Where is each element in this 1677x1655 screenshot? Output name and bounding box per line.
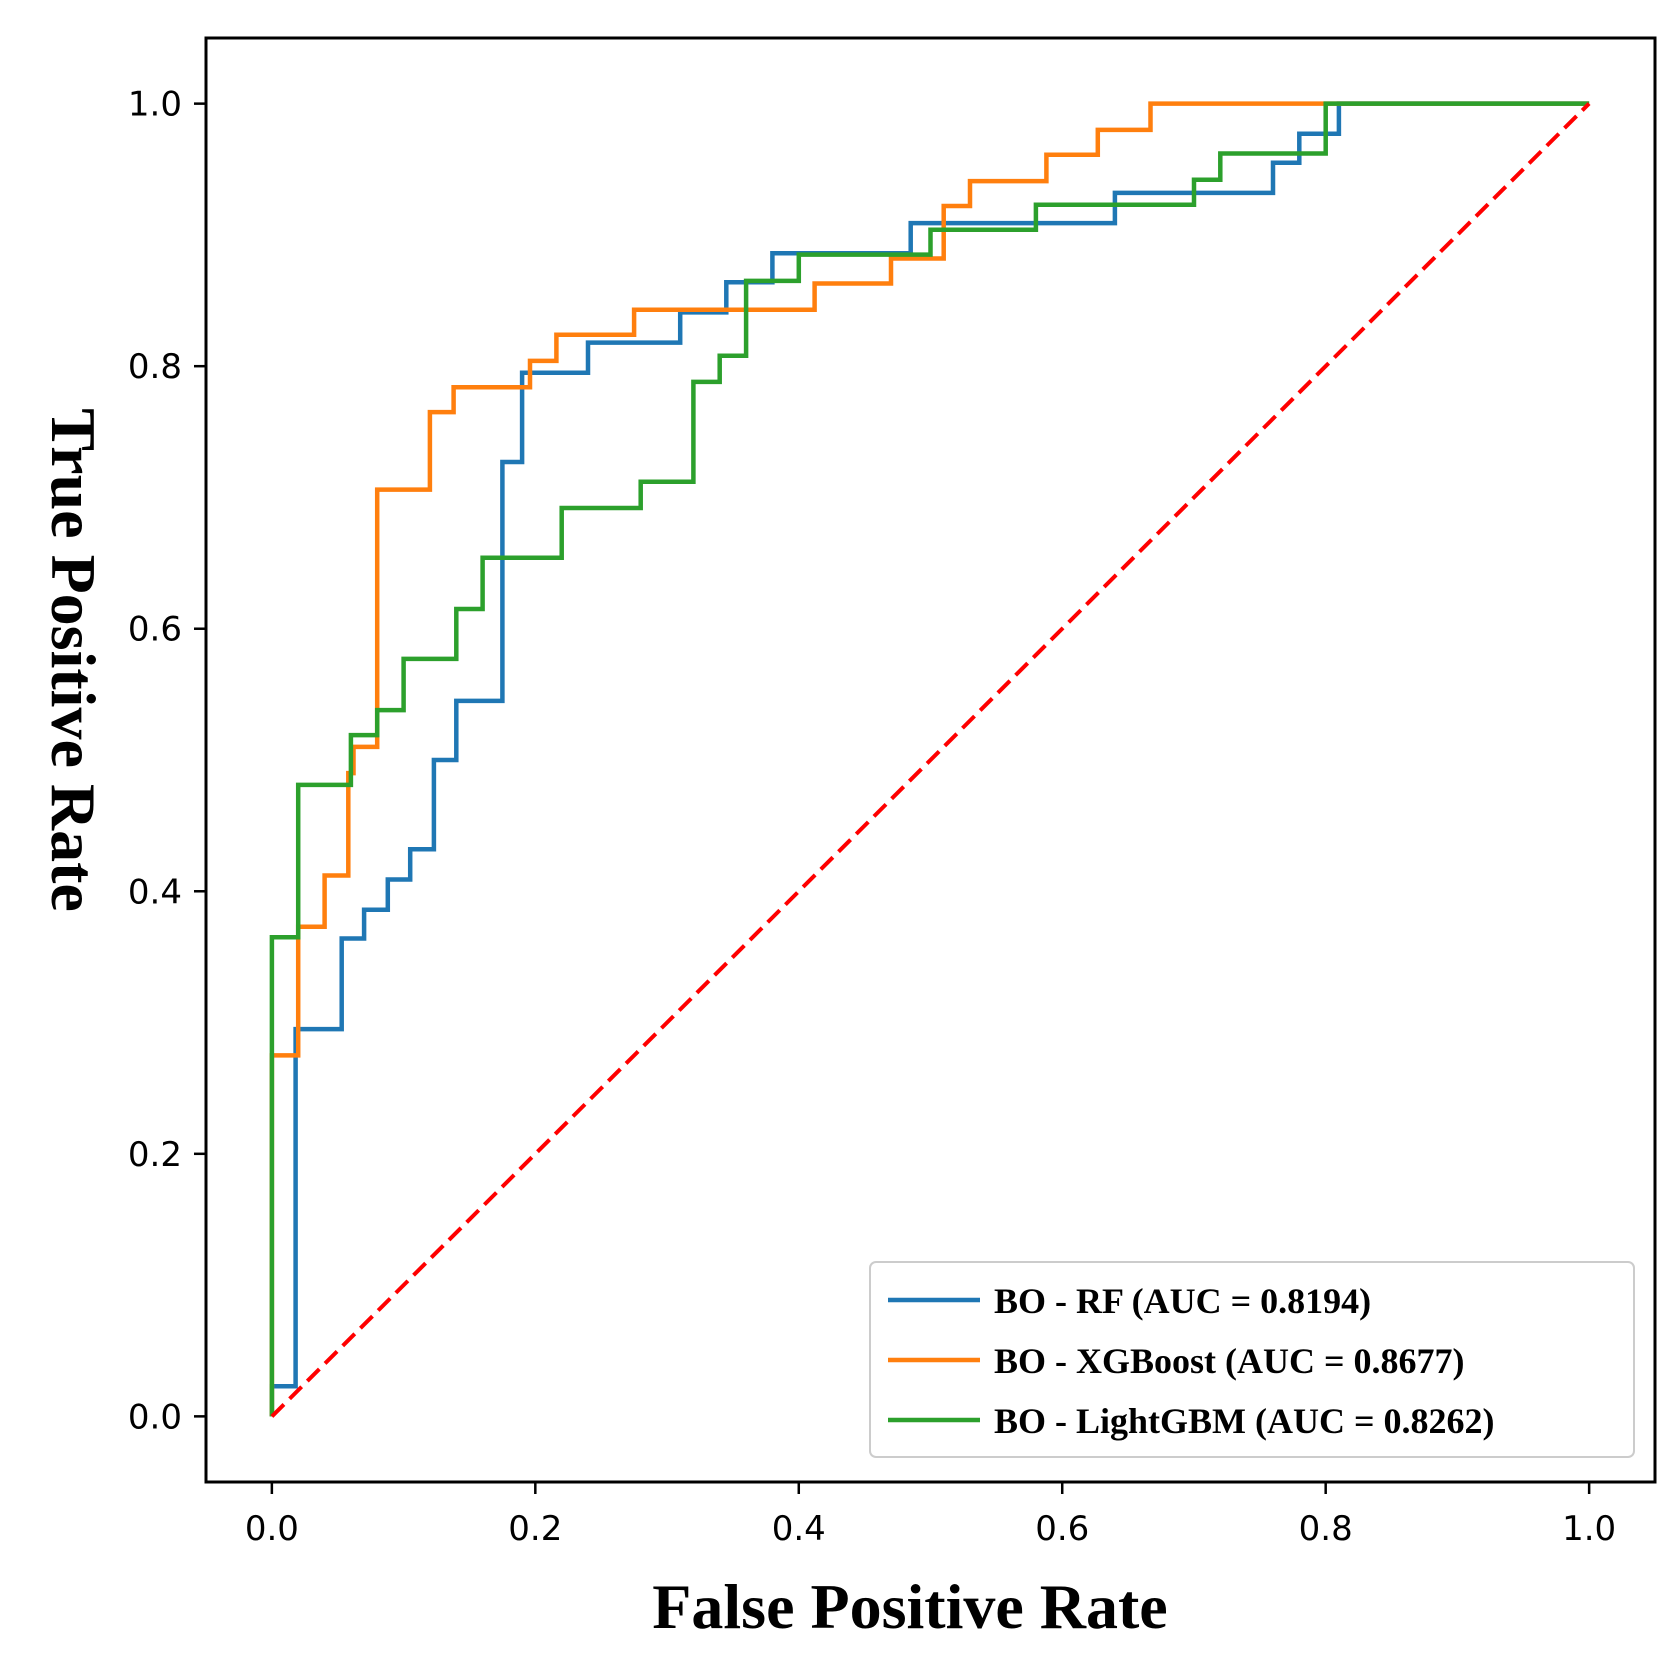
plot-frame xyxy=(204,36,1657,1484)
series-layer xyxy=(269,101,1591,1418)
x-axis-title: False Positive Rate xyxy=(652,1571,1167,1642)
series-line-0 xyxy=(269,101,1590,1417)
y-tick-label: 1.0 xyxy=(128,85,182,125)
legend-frame xyxy=(869,1261,1635,1458)
legend-label: BO - XGBoost (AUC = 0.8677) xyxy=(994,1341,1465,1381)
reference-diagonal-line xyxy=(270,102,1591,1418)
y-tick-label: 0.4 xyxy=(128,872,182,912)
x-tick-label: 0.2 xyxy=(508,1509,562,1549)
y-tick-label: 0.6 xyxy=(128,610,182,650)
x-tick-label: 0.6 xyxy=(1035,1509,1089,1549)
x-tick-label: 0.4 xyxy=(772,1509,826,1549)
legend-label: BO - LightGBM (AUC = 0.8262) xyxy=(994,1401,1495,1441)
series-line-1 xyxy=(269,101,1590,1417)
y-tick-label: 0.8 xyxy=(128,347,182,387)
legend: BO - RF (AUC = 0.8194) BO - XGBoost (AUC … xyxy=(869,1261,1635,1458)
y-tick-label: 0.0 xyxy=(128,1397,182,1437)
x-tick-label: 0.8 xyxy=(1299,1509,1353,1549)
x-tick-label: 0.0 xyxy=(245,1509,299,1549)
series-line-2 xyxy=(269,101,1590,1417)
x-tick-label: 1.0 xyxy=(1562,1509,1616,1549)
legend-label: BO - RF (AUC = 0.8194) xyxy=(994,1281,1371,1321)
y-tick-label: 0.2 xyxy=(128,1135,182,1175)
y-axis-ticks: 0.0 0.2 0.4 0.6 0.8 1.0 xyxy=(128,85,206,1437)
y-axis-title: True Positive Rate xyxy=(38,408,109,912)
x-axis-ticks: 0.0 0.2 0.4 0.6 0.8 1.0 xyxy=(245,1482,1616,1549)
